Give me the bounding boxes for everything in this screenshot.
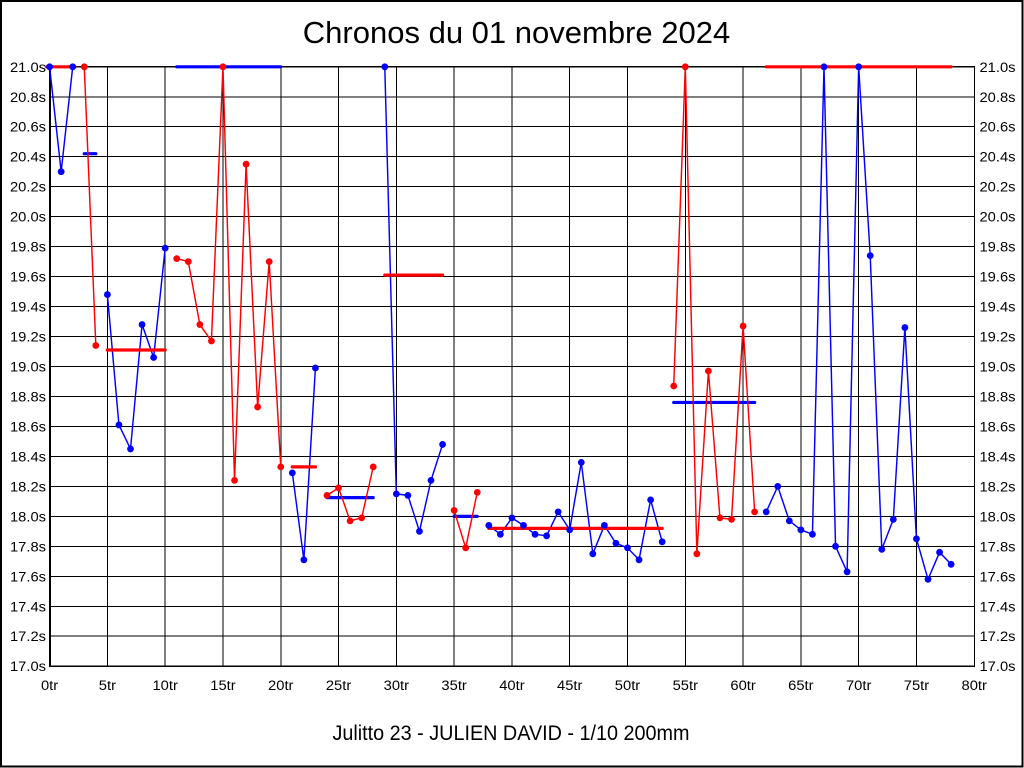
svg-text:55tr: 55tr: [673, 678, 699, 693]
svg-text:18.4s: 18.4s: [980, 449, 1016, 464]
svg-text:17.0s: 17.0s: [980, 659, 1016, 674]
svg-text:25tr: 25tr: [326, 678, 352, 693]
svg-text:18.8s: 18.8s: [980, 389, 1016, 404]
svg-text:19.6s: 19.6s: [980, 270, 1016, 285]
svg-text:17.2s: 17.2s: [980, 629, 1016, 644]
svg-text:18.2s: 18.2s: [980, 479, 1016, 494]
svg-text:Julitto 23 - JULIEN DAVID - 1/: Julitto 23 - JULIEN DAVID - 1/10 200mm: [333, 722, 690, 745]
svg-text:18.0s: 18.0s: [10, 509, 46, 524]
svg-text:10tr: 10tr: [152, 678, 178, 693]
svg-text:20.4s: 20.4s: [10, 150, 46, 165]
svg-text:65tr: 65tr: [788, 678, 814, 693]
svg-text:20.0s: 20.0s: [980, 210, 1016, 225]
svg-text:50tr: 50tr: [615, 678, 641, 693]
svg-text:20tr: 20tr: [268, 678, 294, 693]
svg-text:45tr: 45tr: [557, 678, 583, 693]
svg-text:20.2s: 20.2s: [10, 180, 46, 195]
svg-text:60tr: 60tr: [730, 678, 756, 693]
svg-text:17.2s: 17.2s: [10, 629, 46, 644]
svg-text:20.6s: 20.6s: [980, 120, 1016, 135]
svg-text:17.8s: 17.8s: [10, 539, 46, 554]
svg-text:19.0s: 19.0s: [10, 360, 46, 375]
svg-text:17.4s: 17.4s: [980, 599, 1016, 614]
svg-text:19.4s: 19.4s: [10, 300, 46, 315]
svg-text:19.4s: 19.4s: [980, 300, 1016, 315]
svg-text:40tr: 40tr: [499, 678, 525, 693]
svg-text:20.8s: 20.8s: [10, 90, 46, 105]
svg-text:17.8s: 17.8s: [980, 539, 1016, 554]
svg-text:19.2s: 19.2s: [980, 330, 1016, 345]
svg-text:20.4s: 20.4s: [980, 150, 1016, 165]
svg-text:20.6s: 20.6s: [10, 120, 46, 135]
svg-text:21.0s: 21.0s: [10, 60, 46, 75]
svg-text:17.6s: 17.6s: [980, 569, 1016, 584]
svg-text:20.8s: 20.8s: [980, 90, 1016, 105]
svg-text:17.4s: 17.4s: [10, 599, 46, 614]
svg-text:20.2s: 20.2s: [980, 180, 1016, 195]
svg-text:18.8s: 18.8s: [10, 389, 46, 404]
svg-text:5tr: 5tr: [99, 678, 117, 693]
svg-text:17.0s: 17.0s: [10, 659, 46, 674]
svg-text:15tr: 15tr: [210, 678, 236, 693]
svg-text:18.0s: 18.0s: [980, 509, 1016, 524]
svg-text:18.2s: 18.2s: [10, 479, 46, 494]
svg-text:18.6s: 18.6s: [980, 419, 1016, 434]
svg-text:20.0s: 20.0s: [10, 210, 46, 225]
svg-text:0tr: 0tr: [41, 678, 59, 693]
svg-text:35tr: 35tr: [441, 678, 467, 693]
svg-text:19.2s: 19.2s: [10, 330, 46, 345]
svg-text:17.6s: 17.6s: [10, 569, 46, 584]
svg-text:18.6s: 18.6s: [10, 419, 46, 434]
svg-text:19.8s: 19.8s: [980, 240, 1016, 255]
svg-text:19.6s: 19.6s: [10, 270, 46, 285]
svg-text:80tr: 80tr: [962, 678, 988, 693]
svg-text:21.0s: 21.0s: [980, 60, 1016, 75]
svg-text:19.0s: 19.0s: [980, 360, 1016, 375]
svg-text:18.4s: 18.4s: [10, 449, 46, 464]
svg-text:Chronos du 01 novembre 2024: Chronos du 01 novembre 2024: [303, 15, 730, 50]
svg-text:75tr: 75tr: [904, 678, 930, 693]
svg-text:70tr: 70tr: [846, 678, 872, 693]
svg-text:30tr: 30tr: [384, 678, 410, 693]
svg-text:19.8s: 19.8s: [10, 240, 46, 255]
